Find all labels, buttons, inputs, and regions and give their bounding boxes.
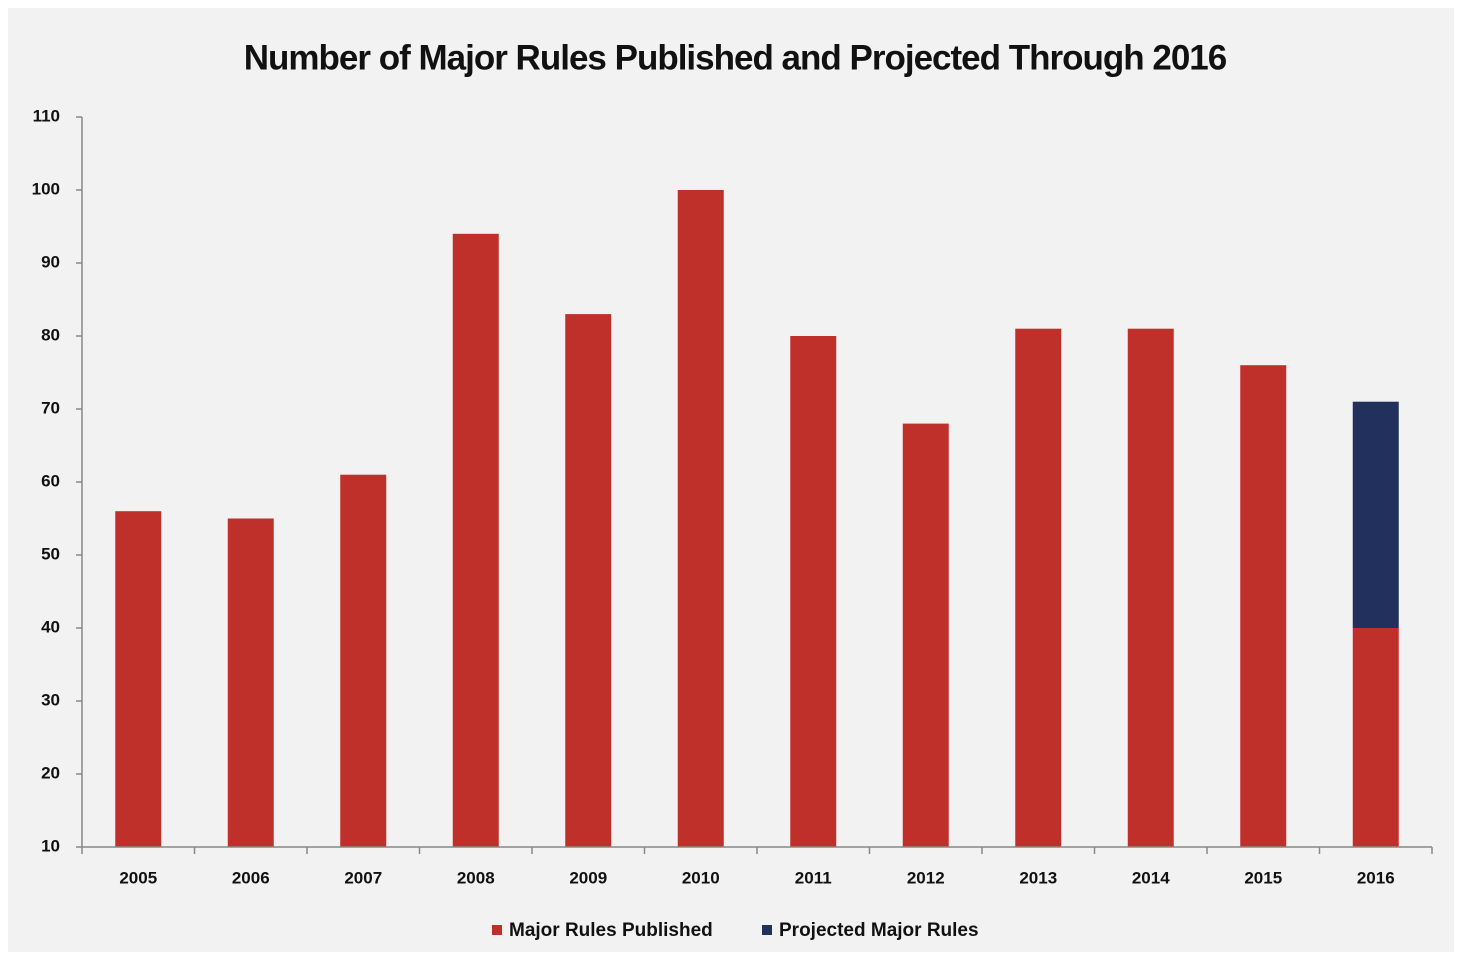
legend-swatch: [762, 925, 772, 935]
x-tick-label: 2010: [682, 868, 720, 887]
x-tick-label: 2012: [907, 868, 945, 887]
y-tick-label: 40: [41, 617, 60, 636]
bar: [1015, 328, 1062, 847]
x-tick-label: 2013: [1019, 868, 1057, 887]
x-tick-label: 2005: [119, 868, 157, 887]
x-tick-label: 2007: [344, 868, 382, 887]
y-tick-label: 20: [41, 763, 60, 782]
legend-label: Major Rules Published: [509, 920, 713, 941]
bar: [452, 233, 499, 848]
chart-background: [8, 8, 1454, 952]
y-tick-label: 90: [41, 252, 60, 271]
bar: [1352, 628, 1399, 847]
bar: [227, 518, 274, 847]
bar: [115, 511, 162, 847]
y-tick-label: 60: [41, 471, 60, 490]
y-tick-label: 100: [32, 179, 60, 198]
bar: [565, 314, 612, 848]
x-tick-label: 2011: [795, 868, 832, 887]
bar: [1127, 328, 1174, 847]
legend-swatch: [492, 925, 502, 935]
bar: [340, 474, 387, 847]
bar: [1352, 401, 1399, 628]
x-tick-label: 2008: [457, 868, 495, 887]
y-tick-label: 30: [41, 690, 60, 709]
y-tick-label: 70: [41, 398, 60, 417]
bar: [677, 190, 724, 847]
y-tick-label: 110: [33, 106, 60, 125]
y-tick-label: 80: [41, 325, 60, 344]
legend-label: Projected Major Rules: [779, 920, 979, 941]
bar: [1240, 365, 1287, 847]
y-tick-label: 10: [41, 836, 60, 855]
bar: [902, 423, 949, 847]
y-tick-label: 50: [41, 544, 60, 563]
x-tick-label: 2014: [1132, 868, 1170, 887]
x-tick-label: 2015: [1244, 868, 1282, 887]
x-tick-label: 2006: [232, 868, 270, 887]
x-tick-label: 2009: [569, 868, 607, 887]
x-tick-label: 2016: [1357, 868, 1395, 887]
bar: [790, 336, 837, 847]
chart-title: Number of Major Rules Published and Proj…: [244, 38, 1227, 77]
